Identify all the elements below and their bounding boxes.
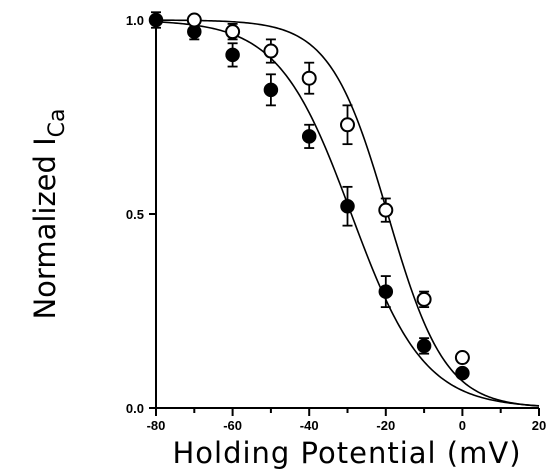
x-tick-label: 0 [459,418,466,433]
filled-data-point [340,198,355,214]
filled-data-point [416,338,432,354]
fit-curve-2 [155,19,540,407]
filled-data-point [378,284,394,299]
error-bars [151,11,468,378]
x-tick-label: -40 [300,418,319,433]
open-data-point [416,291,432,307]
filled-data-point [148,12,164,28]
y-axis-title: Normalized ICa [28,108,70,319]
x-tick-label: -20 [376,418,395,433]
filled-data-point [263,82,279,98]
x-tick-label: 20 [532,418,546,433]
data-points [148,12,470,381]
filled-data-point [455,365,470,381]
open-data-point [263,43,279,59]
filled-data-point [225,47,240,63]
axis-labels: -80 -60 -40 -20 0 20 0.0 0.5 1.0 Holding Potentia… [28,13,546,469]
y-axis-title-main: Normalized I [28,137,62,319]
filled-data-point [301,129,317,144]
x-tick-label: -80 [147,418,166,433]
y-tick-label: 0.5 [126,207,144,222]
open-data-point [378,202,394,218]
y-axis-title-subscript: Ca [45,108,70,137]
axes [149,19,540,416]
open-data-point [225,24,241,40]
y-tick-label: 1.0 [126,13,144,28]
open-data-point [454,350,470,366]
x-tick-label: -60 [223,418,242,433]
open-data-point [186,12,202,28]
y-tick-label: 0.0 [126,401,144,416]
x-axis-title: Holding Potential (mV) [172,436,521,469]
open-data-point [301,70,317,86]
open-data-point [340,117,355,133]
